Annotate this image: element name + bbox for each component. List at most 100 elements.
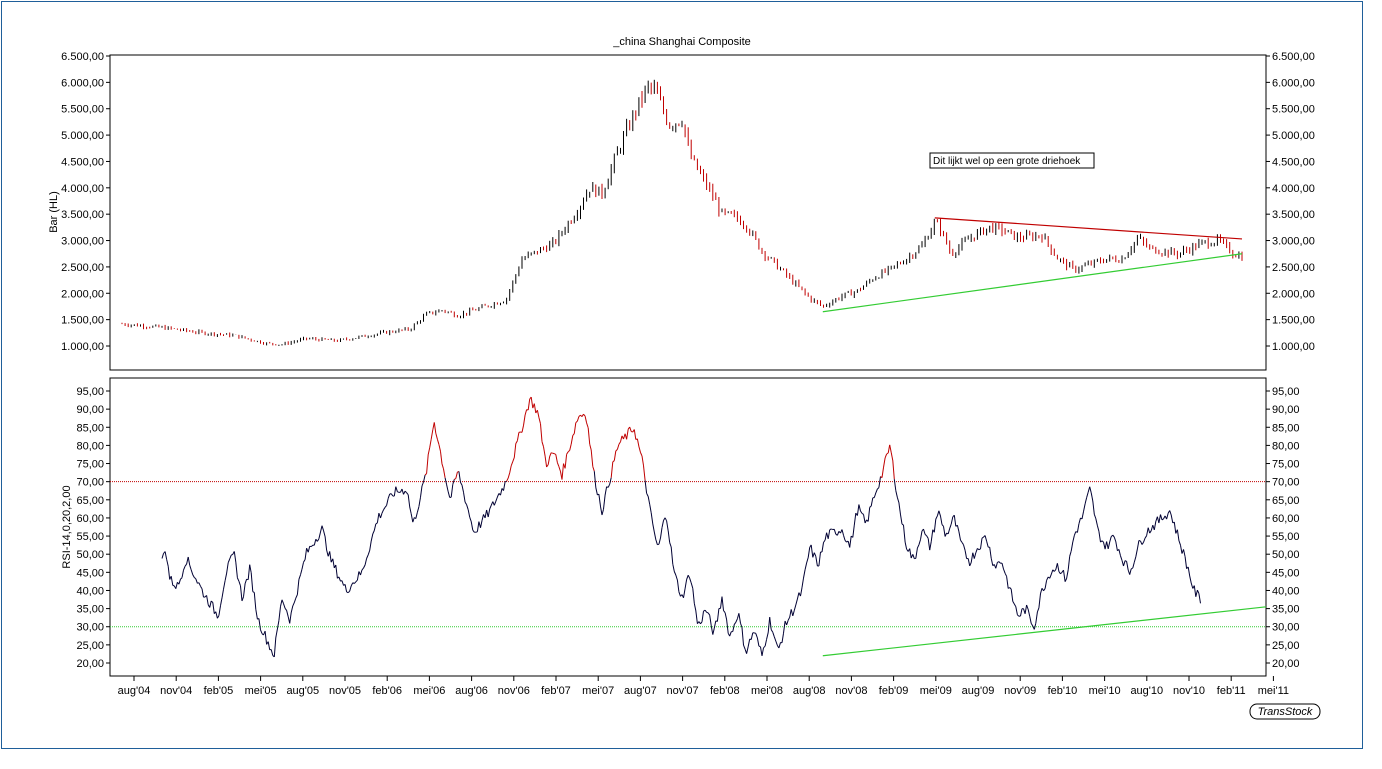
rsi-segment bbox=[397, 491, 400, 493]
rsi-segment bbox=[224, 573, 228, 581]
rsi-segment bbox=[1169, 510, 1172, 516]
rsi-segment bbox=[795, 598, 798, 606]
rsi-segment bbox=[366, 554, 369, 559]
rsi-segment bbox=[723, 610, 726, 613]
rsi-segment bbox=[904, 541, 908, 550]
rsi-segment bbox=[598, 494, 601, 507]
rsi-segment bbox=[1124, 560, 1127, 562]
rsi-segment bbox=[1133, 556, 1137, 563]
x-tick-label: aug'09 bbox=[962, 685, 995, 697]
rsi-segment bbox=[172, 584, 175, 587]
rsi-segment bbox=[493, 501, 497, 506]
rsi-segment bbox=[949, 524, 952, 529]
rsi-segment bbox=[786, 620, 789, 626]
rsi-segment bbox=[467, 509, 471, 518]
rsi-segment bbox=[778, 642, 781, 649]
brand-badge[interactable] bbox=[1249, 703, 1321, 720]
x-tick-label: mei'05 bbox=[245, 685, 277, 697]
rsi-segment bbox=[506, 477, 509, 482]
rsi-segment bbox=[1035, 611, 1038, 624]
rsi-segment bbox=[1060, 571, 1063, 575]
rsi-segment bbox=[332, 558, 335, 568]
rsi-segment bbox=[1078, 517, 1081, 525]
rsi-segment bbox=[303, 559, 306, 563]
rsi-segment bbox=[818, 551, 821, 567]
rsi-segment bbox=[803, 569, 806, 579]
rsi-segment bbox=[1086, 491, 1089, 498]
rsi-tick-label-left: 75,00 bbox=[76, 459, 104, 471]
rsi-segment bbox=[787, 616, 791, 621]
rsi-segment bbox=[673, 571, 677, 576]
price-y-label: Bar (HL) bbox=[48, 191, 60, 233]
rsi-segment bbox=[690, 582, 694, 589]
rsi-segment bbox=[933, 519, 937, 533]
rsi-segment bbox=[575, 420, 578, 424]
rsi-segment bbox=[609, 477, 612, 485]
rsi-segment bbox=[664, 517, 668, 522]
rsi-segment bbox=[206, 595, 209, 605]
rsi-segment bbox=[783, 620, 786, 634]
rsi-segment bbox=[323, 530, 326, 537]
rsi-segment bbox=[180, 577, 183, 580]
chart-title: _china Shanghai Composite bbox=[612, 36, 751, 48]
rsi-segment bbox=[1180, 545, 1183, 554]
rsi-segment bbox=[890, 452, 894, 461]
rsi-segment bbox=[373, 523, 377, 531]
rsi-segment bbox=[353, 581, 357, 584]
rsi-segment bbox=[364, 558, 368, 566]
rsi-segment bbox=[175, 582, 178, 589]
rsi-segment bbox=[409, 506, 412, 514]
rsi-segment bbox=[901, 523, 904, 526]
rsi-segment bbox=[1064, 578, 1068, 582]
rsi-segment bbox=[504, 480, 507, 483]
rsi-segment bbox=[1158, 514, 1161, 524]
rsi-segment bbox=[427, 447, 431, 455]
rsi-segment bbox=[370, 533, 374, 542]
rsi-segment bbox=[852, 525, 855, 538]
price-tick-label-left: 6.000,00 bbox=[61, 77, 104, 89]
rsi-segment bbox=[466, 504, 469, 510]
rsi-segment bbox=[1130, 567, 1134, 570]
rsi-segment bbox=[512, 457, 515, 462]
rsi-segment bbox=[356, 571, 360, 581]
rsi-segment bbox=[296, 579, 300, 595]
rsi-segment bbox=[935, 515, 938, 520]
rsi-segment bbox=[892, 460, 895, 480]
rsi-segment bbox=[1067, 556, 1071, 570]
rsi-segment bbox=[915, 548, 918, 559]
rsi-segment bbox=[1076, 523, 1080, 533]
rsi-segment bbox=[1176, 529, 1180, 541]
x-tick-label: mei'11 bbox=[1258, 685, 1289, 697]
rsi-segment bbox=[709, 615, 712, 626]
rsi-segment bbox=[1113, 537, 1117, 542]
rsi-segment bbox=[626, 429, 629, 440]
rsi-tick-label-left: 85,00 bbox=[76, 422, 104, 434]
rsi-segment bbox=[601, 509, 604, 516]
rsi-segment bbox=[593, 471, 597, 488]
rsi-segment bbox=[421, 481, 424, 487]
rsi-segment bbox=[255, 609, 258, 620]
rsi-segment bbox=[1104, 541, 1108, 550]
rsi-segment bbox=[1095, 518, 1098, 526]
rsi-segment bbox=[1015, 606, 1018, 615]
rsi-segment bbox=[606, 486, 609, 488]
rsi-segment bbox=[1024, 604, 1028, 614]
rsi-segment bbox=[615, 449, 618, 452]
rsi-segment bbox=[229, 555, 232, 560]
rsi-segment bbox=[1040, 588, 1043, 594]
rsi-segment bbox=[958, 531, 961, 541]
rsi-segment bbox=[369, 541, 372, 551]
rsi-segment bbox=[1149, 530, 1152, 534]
rsi-segment bbox=[1009, 587, 1012, 590]
rsi-segment bbox=[980, 538, 983, 549]
rsi-segment bbox=[455, 471, 458, 479]
rsi-segment bbox=[712, 627, 715, 635]
rsi-segment bbox=[930, 529, 934, 542]
rsi-segment bbox=[326, 549, 329, 557]
rsi-tick-label-left: 55,00 bbox=[76, 531, 104, 543]
rsi-segment bbox=[1146, 527, 1149, 536]
rsi-segment bbox=[1132, 562, 1135, 569]
rsi-segment bbox=[1187, 566, 1191, 577]
rsi-tick-label-right: 20,00 bbox=[1272, 658, 1300, 670]
rsi-segment bbox=[754, 632, 756, 634]
